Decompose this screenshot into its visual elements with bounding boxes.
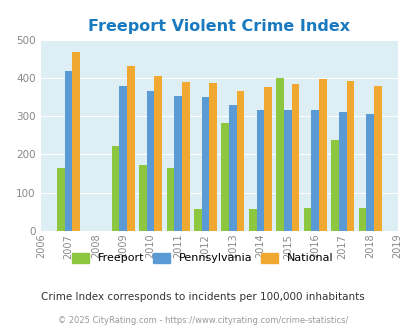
Bar: [209, 83, 217, 231]
Bar: [338, 112, 346, 231]
Bar: [365, 114, 373, 231]
Bar: [318, 79, 326, 231]
Bar: [111, 146, 119, 231]
Bar: [147, 91, 154, 231]
Bar: [194, 209, 201, 231]
Bar: [154, 76, 162, 231]
Bar: [181, 82, 189, 231]
Bar: [64, 71, 72, 231]
Bar: [373, 85, 381, 231]
Bar: [276, 78, 283, 231]
Bar: [72, 52, 80, 231]
Text: Crime Index corresponds to incidents per 100,000 inhabitants: Crime Index corresponds to incidents per…: [41, 292, 364, 302]
Bar: [228, 106, 236, 231]
Bar: [127, 66, 134, 231]
Bar: [256, 111, 264, 231]
Bar: [346, 81, 353, 231]
Text: © 2025 CityRating.com - https://www.cityrating.com/crime-statistics/: © 2025 CityRating.com - https://www.city…: [58, 316, 347, 325]
Bar: [303, 208, 311, 231]
Bar: [57, 168, 64, 231]
Bar: [166, 168, 174, 231]
Bar: [201, 97, 209, 231]
Bar: [139, 165, 147, 231]
Bar: [119, 85, 127, 231]
Bar: [283, 111, 291, 231]
Bar: [248, 209, 256, 231]
Bar: [291, 84, 298, 231]
Bar: [236, 91, 244, 231]
Legend: Freeport, Pennsylvania, National: Freeport, Pennsylvania, National: [69, 249, 336, 267]
Bar: [330, 140, 338, 231]
Bar: [221, 123, 228, 231]
Bar: [358, 208, 365, 231]
Bar: [264, 87, 271, 231]
Bar: [311, 111, 318, 231]
Bar: [174, 96, 181, 231]
Title: Freeport Violent Crime Index: Freeport Violent Crime Index: [88, 19, 350, 34]
